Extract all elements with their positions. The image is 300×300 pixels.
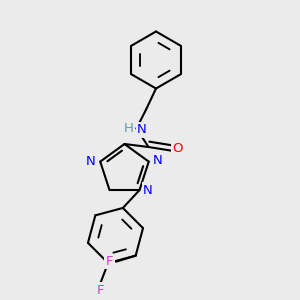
Text: F: F [106,255,113,268]
Text: N: N [152,154,162,166]
Text: F: F [97,284,104,296]
Text: O: O [172,142,183,155]
Text: H: H [124,122,134,135]
Text: N: N [86,155,95,168]
Text: N: N [143,184,153,196]
Text: N: N [137,123,147,136]
